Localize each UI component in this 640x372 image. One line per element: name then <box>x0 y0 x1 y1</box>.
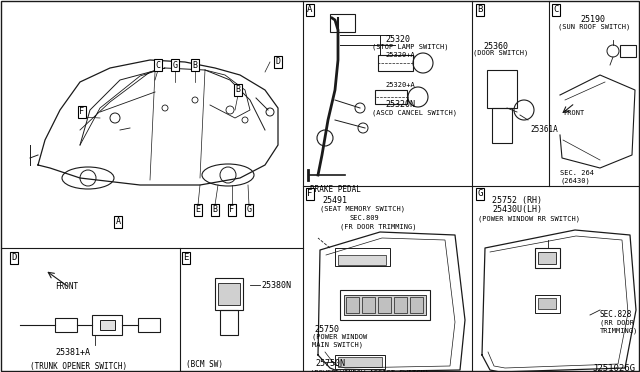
Text: 25750N: 25750N <box>315 359 345 368</box>
Text: BRAKE PEDAL: BRAKE PEDAL <box>310 185 361 194</box>
Bar <box>620 45 636 57</box>
Text: A: A <box>115 218 120 227</box>
Text: C: C <box>554 6 559 15</box>
Bar <box>335 355 385 369</box>
Text: SEC.809: SEC.809 <box>350 215 380 221</box>
Text: SEC.828: SEC.828 <box>600 310 632 319</box>
Bar <box>330 14 355 32</box>
Text: 25752 (RH): 25752 (RH) <box>492 196 542 205</box>
Text: 25320N: 25320N <box>385 100 415 109</box>
Text: D: D <box>12 253 17 263</box>
Text: (POWER WINDOW RR SWITCH): (POWER WINDOW RR SWITCH) <box>478 215 580 221</box>
Text: 25750: 25750 <box>314 325 339 334</box>
Text: 25320+A: 25320+A <box>385 82 415 88</box>
Text: (TRUNK OPENER SWITCH): (TRUNK OPENER SWITCH) <box>30 362 127 371</box>
Bar <box>346 297 359 313</box>
Text: SEC. 264: SEC. 264 <box>560 170 594 176</box>
Text: B: B <box>193 61 198 70</box>
Text: F: F <box>307 189 313 199</box>
Text: D: D <box>275 58 280 67</box>
Bar <box>535 295 560 313</box>
Text: (FR DOOR TRIMMING): (FR DOOR TRIMMING) <box>340 223 417 230</box>
Bar <box>378 55 413 71</box>
Bar <box>344 295 426 315</box>
Text: A: A <box>307 6 313 15</box>
Text: G: G <box>173 61 177 70</box>
Bar <box>218 283 240 305</box>
Bar <box>487 70 517 108</box>
Text: 25360: 25360 <box>483 42 508 51</box>
Text: (POWER WINDOW: (POWER WINDOW <box>312 333 367 340</box>
Bar <box>340 290 430 320</box>
Text: (SEAT MEMORY SWITCH): (SEAT MEMORY SWITCH) <box>320 205 405 212</box>
Text: (SUN ROOF SWITCH): (SUN ROOF SWITCH) <box>558 23 630 29</box>
Bar <box>215 278 243 310</box>
Text: MAIN SWITCH): MAIN SWITCH) <box>312 341 363 347</box>
Bar <box>338 357 382 367</box>
Text: (BCM SW): (BCM SW) <box>186 360 223 369</box>
Text: (26430): (26430) <box>560 178 589 185</box>
Text: J251026G: J251026G <box>592 364 635 372</box>
Text: FRONT: FRONT <box>563 110 584 116</box>
Bar <box>138 318 160 332</box>
Text: G: G <box>246 205 252 215</box>
Text: 25190: 25190 <box>580 15 605 24</box>
Text: B: B <box>212 205 218 215</box>
Text: (POWER WINDOW ASSIST SWITCH): (POWER WINDOW ASSIST SWITCH) <box>310 370 429 372</box>
Text: E: E <box>195 205 200 215</box>
Text: B: B <box>477 6 483 15</box>
Bar <box>55 318 77 332</box>
Text: B: B <box>236 86 241 94</box>
Bar <box>338 255 386 265</box>
Bar <box>335 248 390 266</box>
Text: TRIMMING): TRIMMING) <box>600 328 638 334</box>
Bar <box>538 252 556 264</box>
Text: (ASCD CANCEL SWITCH): (ASCD CANCEL SWITCH) <box>372 110 457 116</box>
Text: 25491: 25491 <box>322 196 347 205</box>
Bar <box>220 310 238 335</box>
Text: (RR DOOR: (RR DOOR <box>600 320 634 327</box>
Text: F: F <box>230 205 234 215</box>
Bar <box>538 298 556 309</box>
Bar <box>378 297 391 313</box>
Text: (DOOR SWITCH): (DOOR SWITCH) <box>473 50 528 57</box>
Bar <box>362 297 375 313</box>
Text: E: E <box>183 253 189 263</box>
Text: 25430U(LH): 25430U(LH) <box>492 205 542 214</box>
Bar <box>100 320 115 330</box>
Bar <box>394 297 407 313</box>
Text: C: C <box>156 61 161 70</box>
Bar <box>92 315 122 335</box>
Bar <box>410 297 423 313</box>
Text: F: F <box>79 108 84 116</box>
Text: 25361A: 25361A <box>530 125 557 134</box>
Bar <box>492 108 512 143</box>
Text: 25380N: 25380N <box>261 281 291 290</box>
Text: FRONT: FRONT <box>55 282 78 291</box>
Text: 25320+A: 25320+A <box>385 52 415 58</box>
Text: 25320: 25320 <box>385 35 410 44</box>
Text: G: G <box>477 189 483 199</box>
Text: 25381+A: 25381+A <box>55 348 90 357</box>
Text: (STOP LAMP SWITCH): (STOP LAMP SWITCH) <box>372 43 449 49</box>
Bar <box>535 248 560 268</box>
Bar <box>375 90 407 104</box>
